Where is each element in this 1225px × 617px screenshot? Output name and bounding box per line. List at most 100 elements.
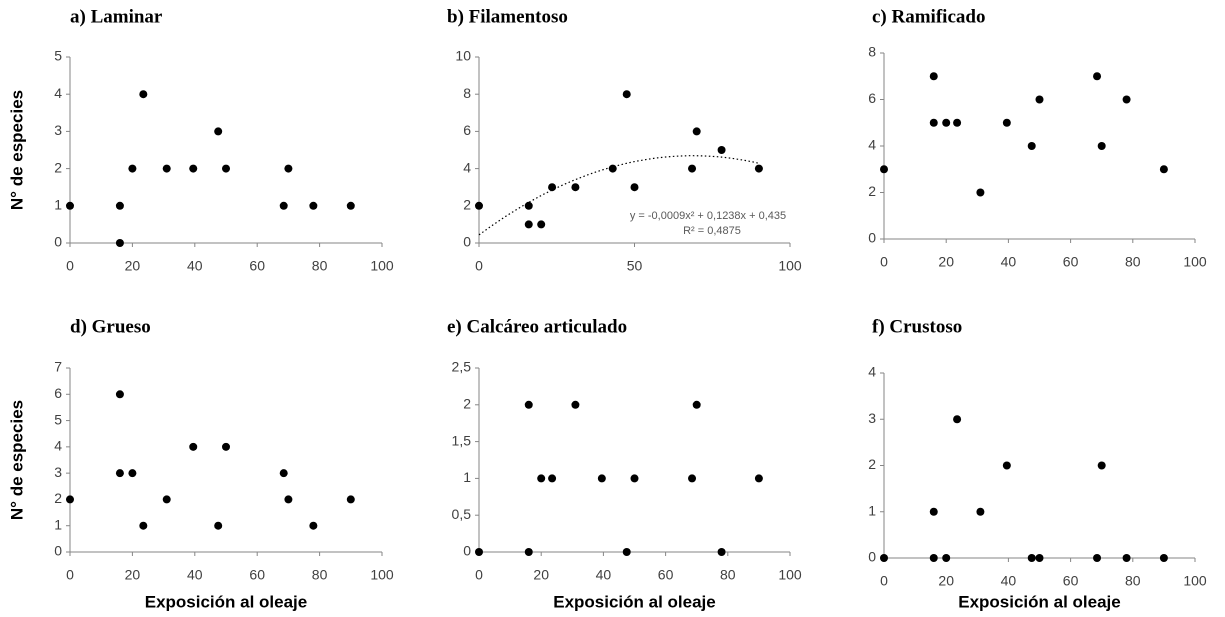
point — [128, 469, 137, 478]
x-tick-label: 40 — [187, 567, 203, 583]
point — [1159, 165, 1168, 174]
point — [279, 469, 288, 478]
point — [309, 201, 318, 210]
point — [115, 239, 124, 247]
y-tick-label: 1 — [54, 516, 62, 532]
panel: e) Calcáreo articulado 0 0,5 1 1,5 2 2,5 0 20 40 6… — [447, 316, 802, 611]
x-tick-label: 0 — [66, 567, 74, 583]
point — [880, 554, 888, 562]
y-tick-label: 5 — [54, 411, 62, 427]
point — [1027, 554, 1036, 562]
point — [953, 118, 962, 127]
trendline-r2: R² = 0,4875 — [683, 225, 741, 237]
point — [475, 548, 483, 556]
x-tick-label: 100 — [1183, 573, 1207, 589]
point — [189, 164, 198, 173]
x-tick-label: 40 — [1001, 254, 1017, 270]
x-tick-label: 80 — [1125, 254, 1141, 270]
x-tick-label: 50 — [627, 258, 643, 274]
trendline-equation: y = -0,0009x² + 0,1238x + 0,435 — [630, 210, 786, 222]
point — [1002, 118, 1011, 127]
x-tick-label: 20 — [125, 567, 141, 583]
point — [1035, 95, 1044, 104]
x-tick-label: 40 — [1001, 573, 1017, 589]
point — [139, 521, 148, 530]
point — [1027, 142, 1036, 150]
point — [929, 554, 938, 562]
y-tick-label: 2 — [54, 490, 62, 506]
x-tick-label: 80 — [312, 567, 328, 583]
point — [115, 201, 124, 210]
point — [162, 164, 171, 173]
panel: d) Grueso 0 1 2 3 4 5 6 7 0 20 40 60 80 100 N° de espec… — [7, 316, 393, 611]
x-tick-label: 0 — [880, 254, 888, 270]
point — [622, 90, 631, 99]
y-tick-label: 0 — [463, 234, 471, 250]
panel-title: b) Filamentoso — [447, 6, 568, 27]
x-tick-label: 60 — [249, 258, 265, 274]
point — [692, 400, 701, 409]
point — [115, 469, 124, 478]
y-tick-label: 2 — [54, 159, 62, 175]
point — [976, 507, 985, 516]
y-tick-label: 4 — [54, 85, 62, 101]
point — [128, 164, 137, 173]
point — [597, 474, 606, 483]
point — [754, 474, 763, 483]
point — [929, 507, 938, 516]
x-tick-label: 80 — [312, 258, 328, 274]
point — [630, 474, 639, 483]
y-tick-label: 6 — [868, 90, 876, 106]
point — [717, 146, 726, 154]
panel-title: f) Crustoso — [872, 316, 962, 337]
y-tick-label: 10 — [455, 48, 471, 64]
x-tick-label: 60 — [658, 567, 674, 583]
point — [309, 521, 318, 530]
point — [976, 188, 985, 197]
y-tick-label: 3 — [54, 464, 62, 480]
point — [346, 495, 355, 504]
y-tick-label: 3 — [868, 410, 876, 426]
x-tick-label: 0 — [475, 567, 483, 583]
point — [688, 164, 697, 173]
y-tick-label: 2 — [868, 183, 876, 199]
x-tick-label: 20 — [125, 258, 141, 274]
point — [524, 548, 533, 556]
point — [608, 164, 617, 173]
panel-title: d) Grueso — [70, 316, 151, 337]
panel-title: e) Calcáreo articulado — [447, 316, 627, 337]
point — [1122, 554, 1131, 562]
y-tick-label: 1 — [868, 502, 876, 518]
y-tick-label: 0 — [54, 543, 62, 559]
x-tick-label: 100 — [370, 258, 394, 274]
point — [692, 127, 701, 136]
point — [284, 495, 293, 504]
y-tick-label: 0,5 — [452, 506, 472, 522]
y-tick-label: 0 — [54, 234, 62, 250]
point — [929, 118, 938, 127]
y-tick-label: 2,5 — [452, 359, 472, 375]
point — [115, 390, 124, 399]
y-tick-label: 2 — [463, 197, 471, 213]
y-tick-label: 1 — [54, 197, 62, 213]
x-tick-label: 100 — [1183, 254, 1207, 270]
x-tick-label: 80 — [720, 567, 736, 583]
y-tick-label: 6 — [54, 385, 62, 401]
point — [571, 183, 580, 192]
y-tick-label: 2 — [868, 456, 876, 472]
point — [1122, 95, 1131, 104]
point — [754, 164, 763, 173]
point — [622, 548, 631, 556]
point — [929, 72, 938, 81]
point — [222, 442, 230, 451]
point — [688, 474, 697, 483]
y-tick-label: 4 — [54, 438, 62, 454]
y-tick-label: 2 — [463, 396, 471, 412]
panel: a) Laminar 0 1 2 3 4 5 0 20 40 60 80 100 N° de especi… — [7, 6, 393, 273]
point — [1035, 554, 1044, 562]
y-tick-label: 0 — [868, 230, 876, 246]
point — [717, 548, 726, 556]
y-tick-label: 8 — [868, 44, 876, 60]
